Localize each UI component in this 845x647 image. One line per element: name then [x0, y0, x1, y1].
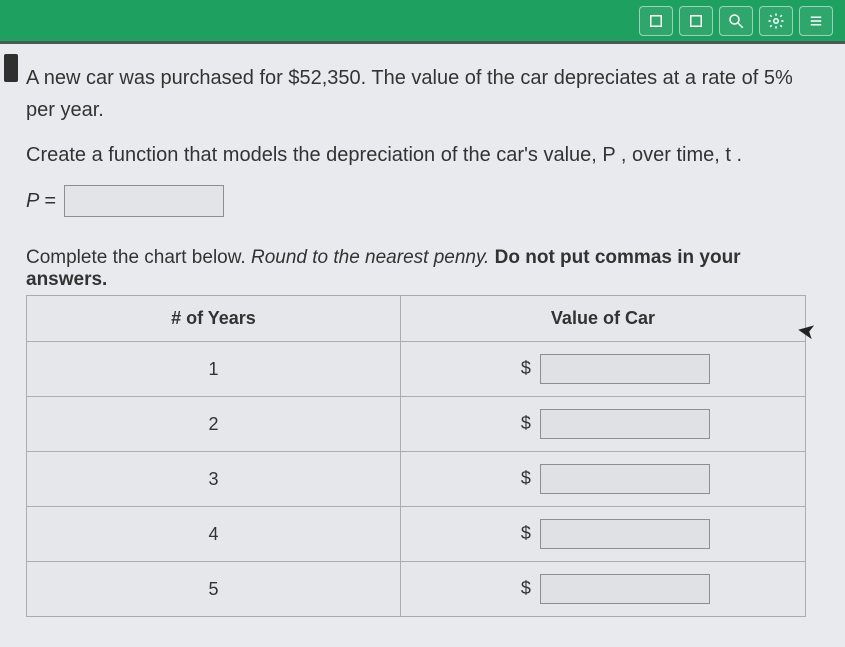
equation-row: P =	[26, 185, 819, 217]
cell-years: 1	[27, 342, 401, 397]
cell-value: $	[400, 507, 805, 562]
chart-instr-prefix: Complete the chart below.	[26, 247, 251, 268]
equation-input[interactable]	[64, 185, 224, 217]
table-header-row: # of Years Value of Car	[27, 296, 806, 342]
value-input-1[interactable]	[540, 354, 710, 384]
chart-instruction: Complete the chart below. Round to the n…	[26, 247, 819, 291]
problem-intro: A new car was purchased for $52,350. The…	[26, 62, 819, 126]
header-years: # of Years	[27, 296, 401, 342]
cell-years: 2	[27, 397, 401, 452]
table-row: 5 $	[27, 562, 806, 617]
cell-value: $	[400, 452, 805, 507]
cell-value: $	[400, 562, 805, 617]
cell-years: 5	[27, 562, 401, 617]
cell-years: 3	[27, 452, 401, 507]
depreciation-table: # of Years Value of Car 1 $ 2 $ 3	[26, 295, 806, 617]
cursor-icon: ➤	[794, 317, 817, 346]
search-icon[interactable]	[719, 6, 753, 36]
currency-symbol: $	[521, 358, 531, 378]
question-panel: A new car was purchased for $52,350. The…	[0, 44, 845, 647]
gear-icon[interactable]	[759, 6, 793, 36]
tool-button-2[interactable]	[679, 6, 713, 36]
value-input-2[interactable]	[540, 409, 710, 439]
currency-symbol: $	[521, 578, 531, 598]
currency-symbol: $	[521, 413, 531, 433]
tool-button-1[interactable]	[639, 6, 673, 36]
value-input-5[interactable]	[540, 574, 710, 604]
value-input-4[interactable]	[540, 519, 710, 549]
problem-instruction: Create a function that models the deprec…	[26, 144, 819, 167]
cell-years: 4	[27, 507, 401, 562]
question-marker	[4, 54, 18, 82]
top-toolbar	[0, 0, 845, 44]
cell-value: $	[400, 342, 805, 397]
table-row: 1 $	[27, 342, 806, 397]
table-row: 3 $	[27, 452, 806, 507]
equation-label: P =	[26, 190, 56, 213]
currency-symbol: $	[521, 468, 531, 488]
table-row: 4 $	[27, 507, 806, 562]
cell-value: $	[400, 397, 805, 452]
currency-symbol: $	[521, 523, 531, 543]
table-row: 2 $	[27, 397, 806, 452]
header-value: Value of Car	[400, 296, 805, 342]
value-input-3[interactable]	[540, 464, 710, 494]
menu-icon[interactable]	[799, 6, 833, 36]
chart-instr-italic: Round to the nearest penny.	[251, 247, 489, 268]
